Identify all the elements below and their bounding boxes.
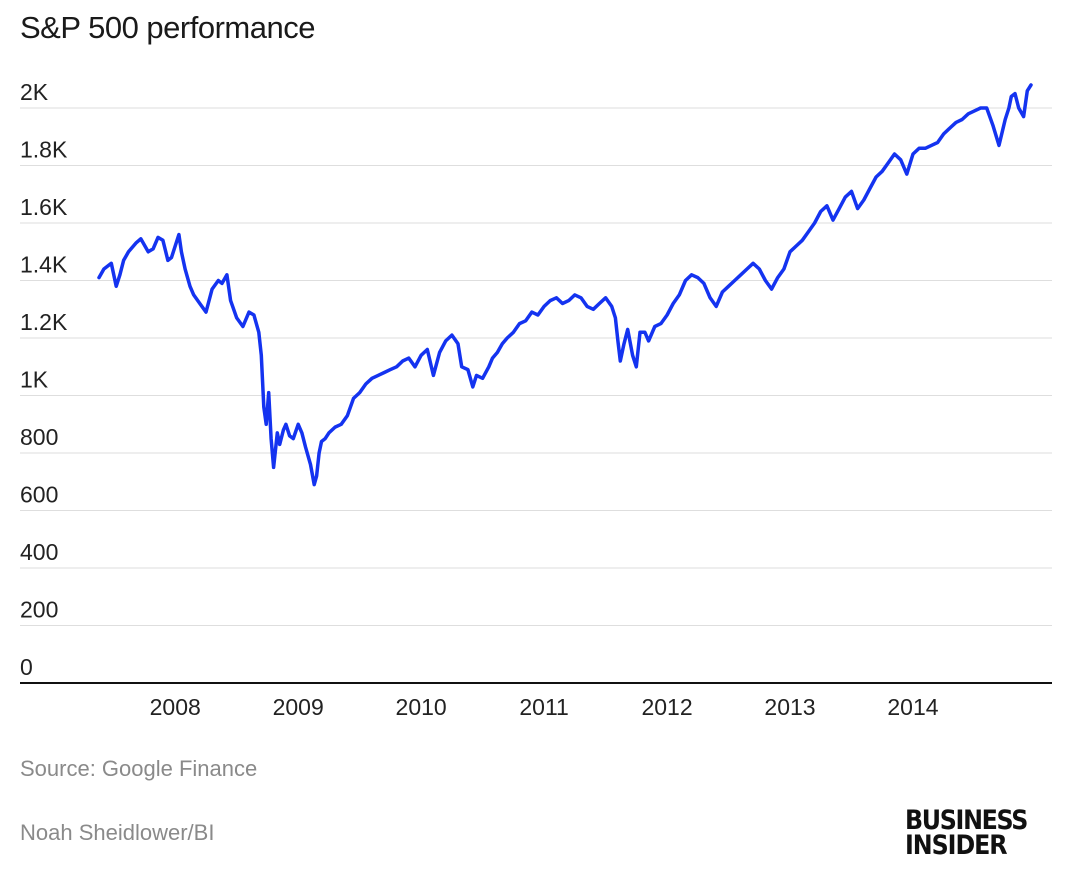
business-insider-logo: BUSINESS INSIDER <box>905 805 1055 861</box>
y-tick-label: 0 <box>20 654 33 680</box>
y-tick-label: 1.6K <box>20 194 68 220</box>
source-note: Source: Google Finance <box>20 756 258 781</box>
y-tick-label: 600 <box>20 482 58 508</box>
x-tick-label: 2014 <box>887 694 938 720</box>
y-tick-label: 400 <box>20 539 58 565</box>
y-tick-label: 2K <box>20 79 49 105</box>
logo-line-2: INSIDER <box>905 830 1008 861</box>
x-tick-label: 2012 <box>641 694 692 720</box>
author-credit: Noah Sheidlower/BI <box>20 820 215 845</box>
x-tick-label: 2010 <box>396 694 447 720</box>
y-tick-label: 200 <box>20 597 58 623</box>
series-layer <box>97 83 1033 487</box>
x-tick-label: 2011 <box>519 694 568 720</box>
x-tick-label: 2009 <box>273 694 324 720</box>
x-axis-tick-labels: 2008 2009 2010 2011 2012 2013 2014 <box>150 694 939 720</box>
x-tick-label: 2008 <box>150 694 201 720</box>
y-tick-label: 1.2K <box>20 309 68 335</box>
y-tick-label: 800 <box>20 424 58 450</box>
series-line <box>97 83 1033 487</box>
y-tick-label: 1.8K <box>20 137 68 163</box>
y-axis-tick-labels: 0 200 400 600 800 1K 1.2K 1.4K 1.6K 1.8K 2K <box>20 79 68 680</box>
y-tick-label: 1.4K <box>20 252 68 278</box>
chart-title: S&P 500 performance <box>20 10 315 45</box>
grid-lines <box>20 107 1052 626</box>
y-tick-label: 1K <box>20 367 49 393</box>
x-tick-label: 2013 <box>764 694 815 720</box>
logo-line-1: BUSINESS <box>905 805 1028 836</box>
